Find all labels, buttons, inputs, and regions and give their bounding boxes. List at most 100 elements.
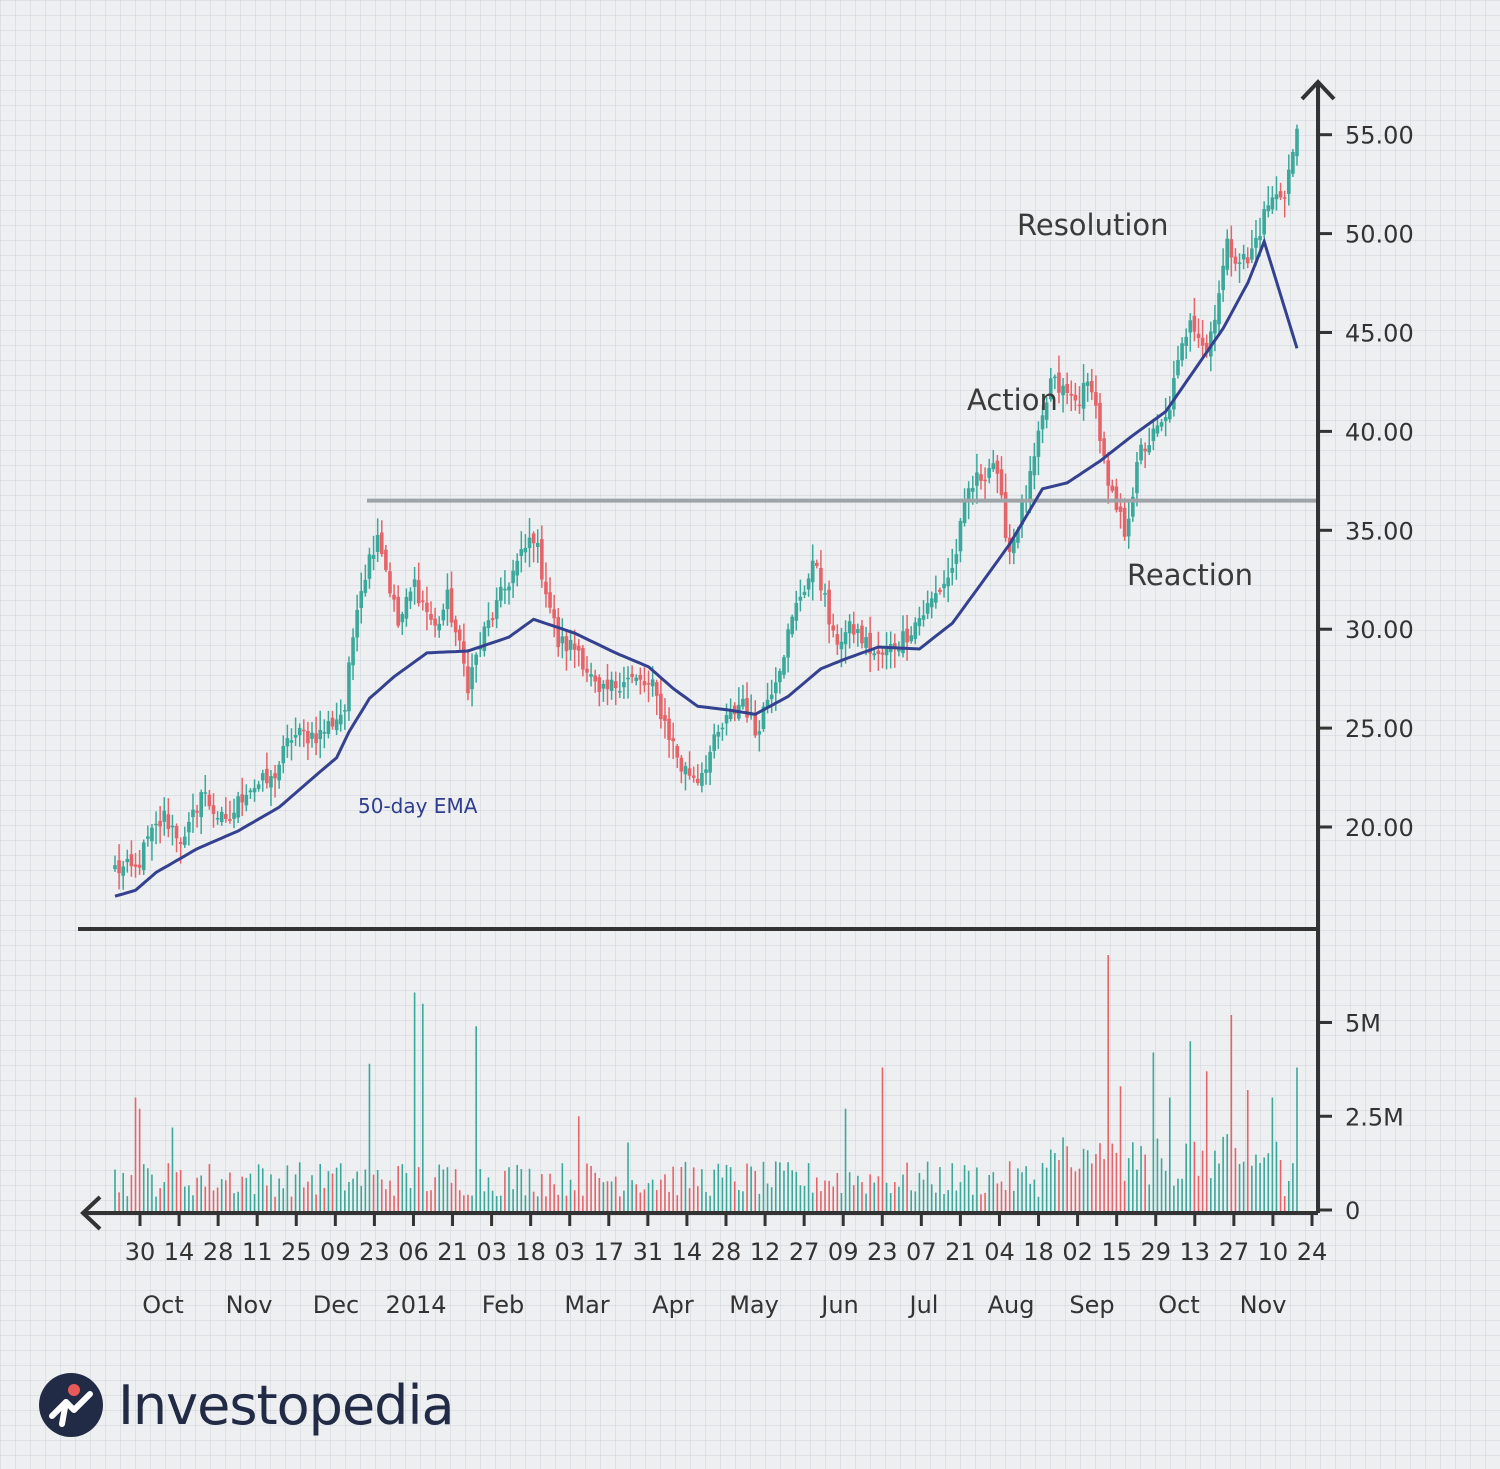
candle-body	[244, 794, 249, 806]
candle-body	[983, 479, 987, 482]
candle-body	[687, 768, 692, 776]
candle-body	[568, 639, 573, 650]
candle-body	[872, 653, 877, 656]
candle-body	[219, 811, 224, 823]
candle-body	[847, 621, 852, 634]
price-tick-label: 40.00	[1345, 418, 1414, 446]
month-label: May	[729, 1291, 779, 1319]
candle-body	[1192, 315, 1197, 332]
candle-body	[593, 675, 597, 682]
candle-body	[248, 790, 253, 793]
candle-body	[1057, 372, 1061, 393]
candle-body	[942, 583, 946, 589]
candle-body	[1135, 462, 1139, 494]
candle-body	[618, 691, 622, 693]
candle-body	[503, 588, 507, 591]
price-tick-label: 50.00	[1345, 221, 1414, 249]
candle-body	[1159, 422, 1164, 427]
candle-body	[507, 586, 511, 591]
month-label: Aug	[988, 1291, 1035, 1319]
candle-body	[827, 589, 831, 625]
candle-body	[1003, 492, 1008, 539]
candle-body	[1274, 194, 1279, 200]
candle-body	[650, 679, 655, 687]
candle-body	[195, 810, 199, 813]
x-tick-label: 18	[515, 1238, 546, 1266]
candle-body	[786, 629, 790, 658]
x-tick-label: 15	[1101, 1238, 1132, 1266]
candle-body	[154, 823, 158, 826]
candle-body	[831, 625, 836, 631]
candle-body	[314, 733, 318, 744]
candle-body	[416, 580, 421, 604]
candle-body	[293, 734, 298, 738]
price-ticks: 55.00 50.00 45.00 40.00 35.00 30.00 25.00 20.00	[1318, 122, 1414, 842]
candle-body	[326, 721, 331, 734]
candle-body	[1188, 320, 1193, 333]
candle-body	[626, 677, 630, 680]
candle-body	[252, 788, 257, 793]
candle-body	[363, 579, 368, 593]
month-label: Jun	[819, 1291, 859, 1319]
candle-body	[457, 629, 462, 641]
candle-body	[605, 679, 610, 690]
candle-body	[925, 603, 930, 614]
candle-body	[728, 709, 733, 719]
candle-body	[552, 609, 556, 619]
candle-body	[466, 666, 470, 694]
candle-body	[224, 814, 228, 819]
candle-body	[823, 593, 827, 595]
candle-body	[581, 648, 585, 670]
candle-body	[343, 710, 347, 712]
candle-body	[704, 769, 708, 773]
x-tick-label: 13	[1180, 1238, 1211, 1266]
annotation-reaction: Reaction	[1127, 558, 1253, 592]
candle-body	[958, 520, 963, 552]
candle-body	[1258, 236, 1262, 241]
candle-body	[576, 645, 581, 651]
candle-body	[601, 683, 606, 689]
candle-body	[166, 814, 171, 829]
candle-body	[642, 681, 647, 686]
candle-body	[265, 768, 269, 784]
candle-body	[1077, 404, 1082, 407]
month-label: Oct	[1158, 1291, 1200, 1319]
candle-body	[1028, 470, 1033, 500]
month-label: Jul	[908, 1291, 939, 1319]
ema-label: 50-day EMA	[358, 794, 478, 818]
candle-body	[1196, 333, 1201, 339]
x-tick-label: 18	[1023, 1238, 1054, 1266]
candle-body	[453, 619, 458, 633]
candle-body	[1102, 438, 1106, 457]
candle-body	[860, 625, 864, 644]
candle-body	[659, 693, 663, 720]
candle-body	[724, 715, 729, 724]
candle-body	[654, 682, 659, 696]
candle-body	[917, 618, 922, 627]
candle-body	[1278, 191, 1283, 198]
x-tick-label: 07	[906, 1238, 937, 1266]
candle-body	[1089, 381, 1094, 393]
x-tick-label: 17	[594, 1238, 625, 1266]
x-tick-label: 27	[1219, 1238, 1250, 1266]
candle-body	[954, 554, 959, 564]
candle-body	[613, 681, 618, 689]
candle-body	[1073, 394, 1078, 401]
candle-body	[1155, 425, 1160, 434]
month-label: Mar	[564, 1291, 609, 1319]
candle-body	[901, 631, 905, 654]
x-axis-arrow-icon	[80, 1195, 102, 1231]
candle-body	[683, 766, 688, 775]
candle-body	[1204, 342, 1209, 353]
candle-body	[790, 616, 794, 635]
candle-body	[1032, 456, 1037, 476]
candle-body	[379, 532, 384, 555]
candle-body	[474, 654, 478, 665]
candle-body	[351, 637, 355, 666]
candle-body	[408, 591, 413, 602]
candle-body	[1036, 430, 1041, 457]
y-axis-arrow-icon	[1300, 79, 1336, 101]
x-tick-label: 28	[711, 1238, 742, 1266]
candle-body	[897, 648, 901, 652]
price-tick-label: 20.00	[1345, 814, 1414, 842]
